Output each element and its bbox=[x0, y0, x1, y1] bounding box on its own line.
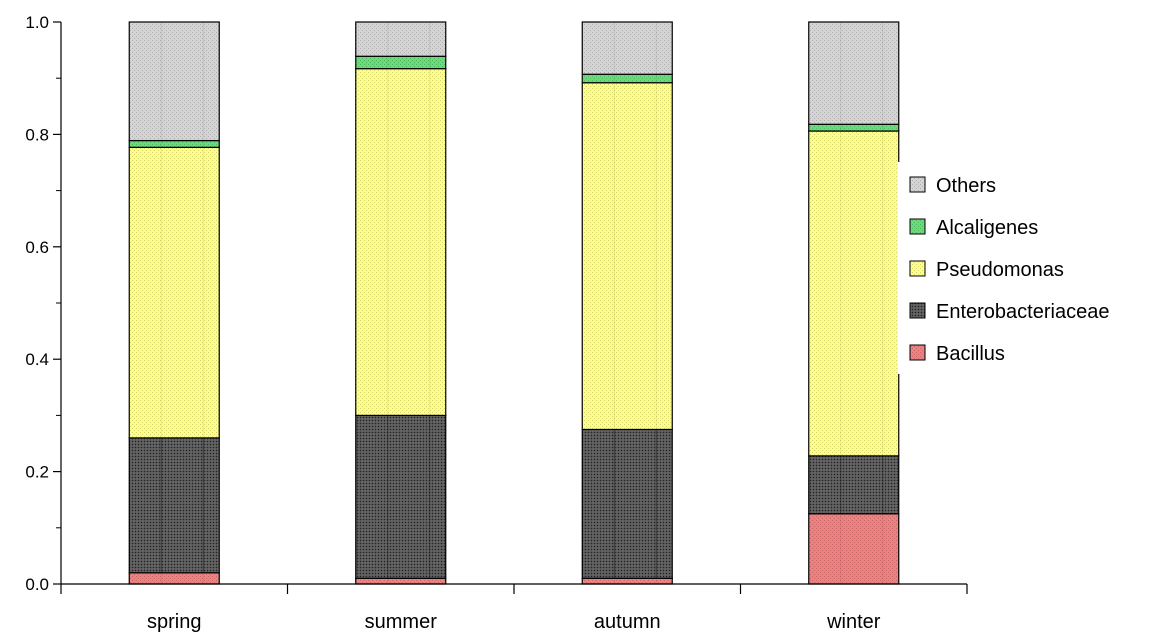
bar-summer-pseudomonas bbox=[355, 68, 447, 416]
legend-label-others: Others bbox=[936, 175, 996, 197]
bar-spring-pseudomonas bbox=[128, 146, 220, 439]
y-tick-label-4: 0.8 bbox=[25, 125, 49, 144]
y-tick-label-0: 0.0 bbox=[25, 575, 49, 594]
y-tick-label-1: 0.2 bbox=[25, 463, 49, 482]
legend-label-pseudomonas: Pseudomonas bbox=[936, 259, 1064, 281]
bar-autumn-enterobacteriaceae bbox=[581, 428, 673, 579]
bar-summer-alcaligenes bbox=[355, 55, 447, 70]
category-label-winter: winter bbox=[826, 611, 881, 633]
y-tick-label-5: 1.0 bbox=[25, 13, 49, 32]
bar-winter-others bbox=[808, 21, 900, 125]
axes-layer: spring summer autumn winter 0.0 0.2 0.4 0.6 0.8 1… bbox=[25, 13, 968, 633]
legend-entry-others: Others bbox=[909, 175, 996, 197]
bar-autumn-others bbox=[581, 21, 673, 75]
bar-spring-alcaligenes bbox=[128, 139, 220, 148]
category-label-autumn: autumn bbox=[594, 611, 661, 633]
legend-entry-bacillus: Bacillus bbox=[909, 343, 1005, 365]
category-label-summer: summer bbox=[365, 611, 438, 633]
bar-summer-others bbox=[355, 21, 447, 57]
bar-winter-alcaligenes bbox=[808, 123, 900, 132]
category-label-spring: spring bbox=[147, 611, 201, 633]
bar-autumn-alcaligenes bbox=[581, 73, 673, 84]
bar-winter-pseudomonas bbox=[808, 130, 900, 457]
bar-spring-others bbox=[128, 21, 220, 142]
bar-winter-enterobacteriaceae bbox=[808, 455, 900, 515]
legend-background bbox=[898, 162, 1168, 374]
bar-autumn-bacillus bbox=[581, 577, 673, 585]
y-tick-label-2: 0.4 bbox=[25, 350, 49, 369]
legend-entry-enterobacteriaceae: Enterobacteriaceae bbox=[909, 301, 1109, 323]
bars-layer bbox=[128, 21, 900, 585]
legend-entry-alcaligenes: Alcaligenes bbox=[909, 217, 1038, 239]
bar-winter-bacillus bbox=[808, 513, 900, 585]
bar-spring-bacillus bbox=[128, 572, 220, 585]
legend: Others Alcaligenes Pseudomonas Enterobacter… bbox=[898, 162, 1168, 374]
y-tick-label-3: 0.6 bbox=[25, 238, 49, 257]
bar-spring-enterobacteriaceae bbox=[128, 437, 220, 574]
bar-autumn-pseudomonas bbox=[581, 82, 673, 431]
legend-label-bacillus: Bacillus bbox=[936, 343, 1005, 365]
legend-label-alcaligenes: Alcaligenes bbox=[936, 217, 1038, 239]
legend-label-enterobacteriaceae: Enterobacteriaceae bbox=[936, 301, 1109, 323]
legend-entry-pseudomonas: Pseudomonas bbox=[909, 259, 1064, 281]
bar-summer-enterobacteriaceae bbox=[355, 414, 447, 579]
bar-summer-bacillus bbox=[355, 577, 447, 585]
